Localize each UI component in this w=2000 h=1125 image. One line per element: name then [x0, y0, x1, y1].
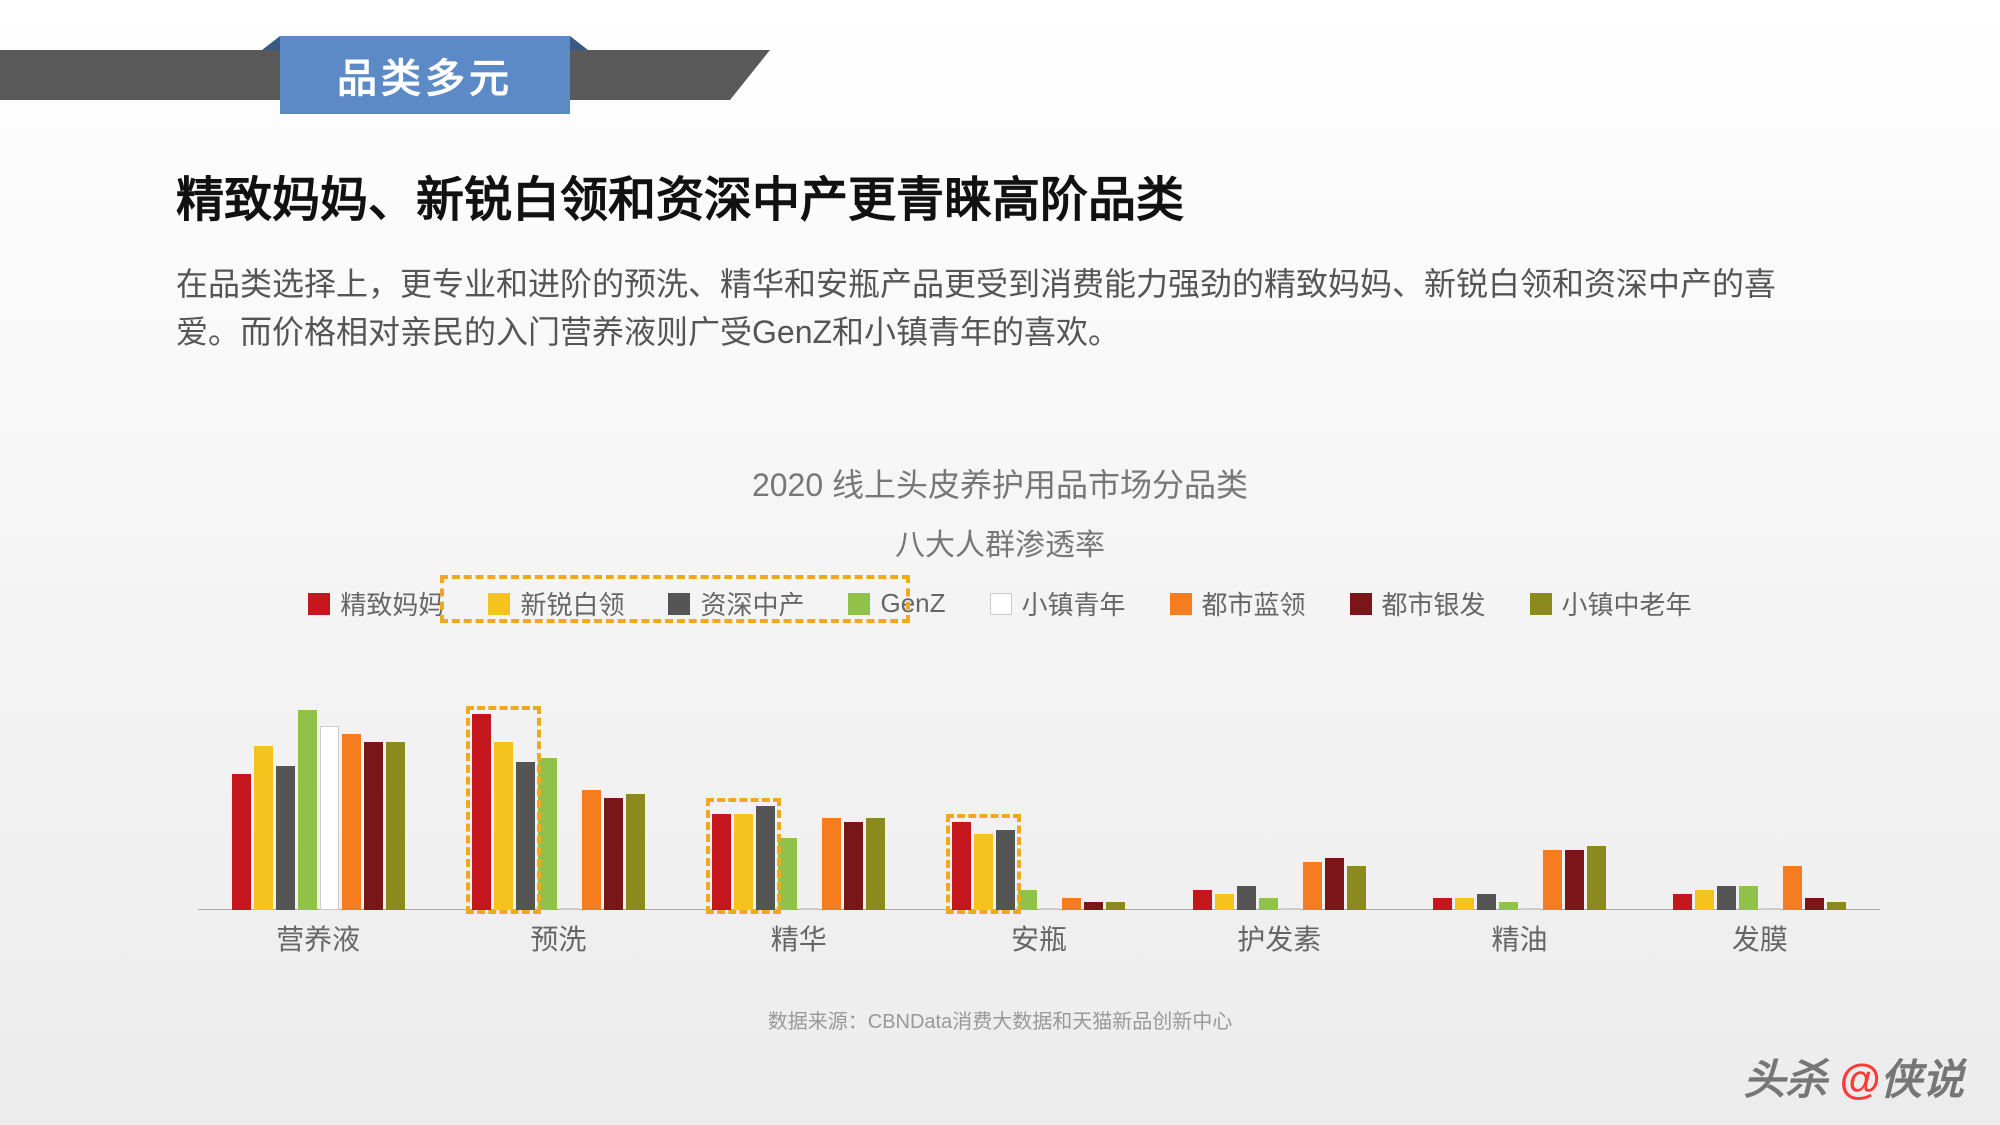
chart-group: 精华	[679, 700, 919, 910]
legend-item: 精致妈妈	[308, 585, 444, 622]
legend-swatch	[990, 593, 1012, 615]
bar	[1565, 850, 1584, 910]
chart-legend: 精致妈妈新锐白领资深中产GenZ小镇青年都市蓝领都市银发小镇中老年	[0, 585, 2000, 622]
chart-xlabel: 护发素	[1159, 918, 1399, 958]
bar	[1717, 886, 1736, 910]
bar	[1455, 898, 1474, 910]
bar	[1827, 902, 1846, 910]
legend-item: 小镇中老年	[1530, 585, 1692, 622]
legend-label: 都市蓝领	[1202, 585, 1306, 622]
bar	[1783, 866, 1802, 910]
watermark: 头杀 @侠说	[1743, 1046, 1964, 1107]
bar	[1477, 894, 1496, 910]
legend-swatch	[1350, 593, 1372, 615]
bar	[364, 742, 383, 910]
watermark-at: @	[1839, 1056, 1880, 1103]
section-banner: 品类多元	[0, 36, 730, 114]
legend-label: 小镇中老年	[1562, 585, 1692, 622]
chart-title-line2: 八大人群渗透率	[0, 520, 2000, 564]
bar	[1543, 850, 1562, 910]
bar	[1739, 886, 1758, 910]
legend-highlight-box	[440, 575, 910, 623]
bar	[844, 822, 863, 910]
bar	[1325, 858, 1344, 910]
bar	[1106, 902, 1125, 910]
chart-xlabel: 精油	[1399, 918, 1639, 958]
chart-groups: 营养液预洗精华安瓶护发素精油发膜	[198, 700, 1880, 910]
watermark-name: 侠说	[1880, 1056, 1964, 1103]
bar	[626, 794, 645, 910]
legend-swatch	[308, 593, 330, 615]
bar	[1237, 886, 1256, 910]
legend-label: 小镇青年	[1022, 585, 1126, 622]
chart-group: 预洗	[438, 700, 678, 910]
bar	[1521, 908, 1540, 910]
data-source: 数据来源：CBNData消费大数据和天猫新品创新中心	[0, 1005, 2000, 1034]
chart-group: 精油	[1399, 700, 1639, 910]
chart-xlabel: 发膜	[1640, 918, 1880, 958]
bar	[1805, 898, 1824, 910]
legend-label: 都市银发	[1382, 585, 1486, 622]
bar	[1433, 898, 1452, 910]
bar	[800, 908, 819, 910]
page-subtext: 在品类选择上，更专业和进阶的预洗、精华和安瓶产品更受到消费能力强劲的精致妈妈、新…	[176, 260, 1830, 356]
bar	[866, 818, 885, 910]
bar	[320, 726, 339, 910]
bar	[386, 742, 405, 910]
banner-blue-tab: 品类多元	[280, 36, 570, 114]
bar	[1215, 894, 1234, 910]
page-headline: 精致妈妈、新锐白领和资深中产更青睐高阶品类	[176, 160, 1184, 230]
bar	[560, 908, 579, 910]
bar	[1761, 908, 1780, 910]
bar	[1695, 890, 1714, 910]
banner-title: 品类多元	[337, 46, 513, 104]
bar	[298, 710, 317, 910]
bar	[822, 818, 841, 910]
bar	[1193, 890, 1212, 910]
bar	[1499, 902, 1518, 910]
legend-item: 都市银发	[1350, 585, 1486, 622]
bar	[1040, 908, 1059, 910]
legend-item: 小镇青年	[990, 585, 1126, 622]
bar	[1062, 898, 1081, 910]
chart-area: 营养液预洗精华安瓶护发素精油发膜	[198, 690, 1880, 960]
bar	[1303, 862, 1322, 910]
chart-xlabel: 安瓶	[919, 918, 1159, 958]
chart-xlabel: 预洗	[438, 918, 678, 958]
chart-title-line1: 2020 线上头皮养护用品市场分品类	[0, 460, 2000, 506]
legend-item: 都市蓝领	[1170, 585, 1306, 622]
bar	[1259, 898, 1278, 910]
chart-group: 护发素	[1159, 700, 1399, 910]
bar	[1084, 902, 1103, 910]
watermark-prefix: 头杀	[1743, 1056, 1839, 1103]
group-highlight-box	[706, 798, 781, 914]
chart-group: 安瓶	[919, 700, 1159, 910]
chart-xlabel: 精华	[679, 918, 919, 958]
legend-label: 精致妈妈	[340, 585, 444, 622]
bar	[1587, 846, 1606, 910]
group-highlight-box	[946, 814, 1021, 914]
legend-swatch	[1170, 593, 1192, 615]
bar	[1281, 908, 1300, 910]
bar	[276, 766, 295, 910]
chart-group: 发膜	[1640, 700, 1880, 910]
bar	[582, 790, 601, 910]
bar	[254, 746, 273, 910]
group-highlight-box	[466, 706, 541, 914]
bar	[1347, 866, 1366, 910]
bar	[604, 798, 623, 910]
chart-xlabel: 营养液	[198, 918, 438, 958]
legend-swatch	[1530, 593, 1552, 615]
bar	[232, 774, 251, 910]
bar	[1673, 894, 1692, 910]
bar	[342, 734, 361, 910]
chart-group: 营养液	[198, 700, 438, 910]
